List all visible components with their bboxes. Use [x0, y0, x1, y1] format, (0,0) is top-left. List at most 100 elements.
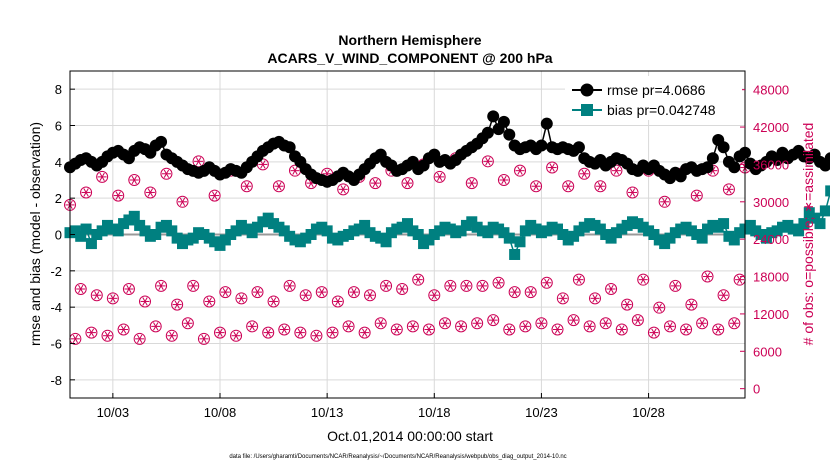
assimilated-marker-stroke	[244, 182, 250, 191]
assimilated-marker	[124, 284, 134, 294]
possible-marker	[492, 276, 505, 289]
bias-point	[798, 218, 810, 230]
x-tick-label-5: 10/28	[632, 405, 665, 420]
possible-marker	[664, 320, 676, 333]
assimilated-marker-stroke	[233, 331, 239, 340]
possible-marker	[128, 174, 141, 186]
assimilated-marker-stroke	[383, 281, 389, 291]
assimilated-marker-stroke	[576, 275, 582, 284]
assimilated-marker	[129, 175, 139, 185]
bias-point	[793, 225, 805, 237]
y-tick-label-5: 2	[55, 191, 62, 206]
possible-marker	[653, 301, 666, 314]
possible-marker	[337, 183, 350, 196]
rmse-point	[728, 161, 741, 174]
possible-marker	[246, 320, 259, 333]
assimilated-marker	[461, 281, 471, 291]
assimilated-marker-stroke	[517, 166, 523, 175]
possible-marker	[235, 292, 248, 305]
assimilated-marker	[531, 182, 541, 191]
assimilated-marker-stroke	[297, 328, 304, 337]
bias-point	[728, 234, 740, 246]
possible-marker	[369, 177, 382, 190]
assimilated-marker-stroke	[217, 328, 223, 337]
possible-marker	[546, 161, 559, 174]
possible-marker	[160, 167, 173, 180]
assimilated-marker-stroke	[710, 166, 716, 175]
possible-marker	[406, 320, 419, 333]
assimilated-marker	[338, 185, 348, 194]
assimilated-marker	[242, 182, 252, 191]
possible-marker	[487, 314, 500, 327]
legend-box	[565, 76, 742, 120]
possible-marker	[90, 289, 103, 302]
assimilated-marker	[408, 322, 418, 331]
chart-subtitle: ACARS_V_WIND_COMPONENT @ 200 hPa	[267, 50, 552, 66]
assimilated-marker	[381, 281, 391, 291]
possible-marker	[508, 286, 521, 299]
assimilated-marker	[172, 300, 182, 309]
assimilated-marker-stroke	[528, 287, 534, 297]
assimilated-marker	[290, 166, 300, 175]
possible-marker	[722, 183, 735, 196]
assimilated-marker-stroke	[72, 334, 79, 343]
rmse-point	[824, 152, 830, 165]
possible-marker	[101, 329, 114, 342]
assimilated-marker	[81, 188, 91, 197]
assimilated-marker	[520, 322, 530, 331]
assimilated-marker	[258, 160, 268, 169]
assimilated-marker-stroke	[78, 284, 84, 294]
assimilated-marker	[424, 325, 434, 334]
assimilated-marker-stroke	[335, 297, 341, 306]
possible-marker	[717, 289, 730, 302]
x-tick-label-4: 10/23	[525, 405, 558, 420]
rmse-point	[535, 139, 548, 152]
rmse-point	[701, 161, 714, 174]
bias-point	[128, 210, 140, 222]
assimilated-marker	[113, 191, 123, 200]
possible-marker	[171, 298, 184, 311]
possible-marker	[230, 329, 243, 342]
assimilated-marker	[445, 281, 455, 291]
assimilated-marker	[569, 315, 579, 325]
assimilated-marker-stroke	[538, 319, 545, 328]
possible-marker	[626, 186, 639, 199]
assimilated-marker-stroke	[586, 322, 593, 331]
y-tick-label-0: -8	[50, 373, 62, 388]
bias-point	[402, 218, 413, 230]
assimilated-marker	[360, 328, 370, 337]
possible-marker	[251, 286, 264, 299]
assimilated-marker-stroke	[313, 331, 320, 340]
assimilated-marker	[86, 328, 96, 337]
possible-marker	[439, 317, 451, 330]
possible-marker	[497, 174, 510, 186]
assimilated-marker-stroke	[479, 281, 486, 291]
possible-marker	[139, 295, 151, 308]
rmse-point	[706, 152, 719, 165]
assimilated-marker-stroke	[142, 297, 148, 306]
possible-marker	[74, 283, 87, 295]
rmse-point	[497, 115, 510, 128]
y2-tick-label-5: 30000	[753, 195, 789, 210]
possible-marker	[481, 155, 494, 168]
assimilated-marker-stroke	[110, 294, 116, 303]
assimilated-marker-stroke	[254, 287, 261, 297]
y2-tick-label-3: 18000	[753, 270, 789, 285]
y2-tick-label-4: 24000	[753, 232, 789, 247]
bias-point	[75, 230, 87, 242]
assimilated-marker-stroke	[469, 178, 475, 188]
possible-marker	[401, 177, 414, 190]
assimilated-marker	[301, 291, 311, 300]
possible-marker	[214, 326, 226, 339]
possible-marker	[578, 167, 591, 180]
assimilated-marker	[526, 287, 536, 297]
assimilated-marker-stroke	[265, 328, 271, 337]
possible-marker	[519, 320, 532, 333]
assimilated-marker	[76, 284, 86, 294]
assimilated-marker-stroke	[276, 182, 282, 191]
assimilated-marker-stroke	[592, 294, 598, 303]
assimilated-marker-stroke	[442, 319, 448, 328]
possible-marker	[535, 317, 548, 330]
bias-series	[64, 185, 830, 260]
possible-marker	[240, 180, 253, 193]
